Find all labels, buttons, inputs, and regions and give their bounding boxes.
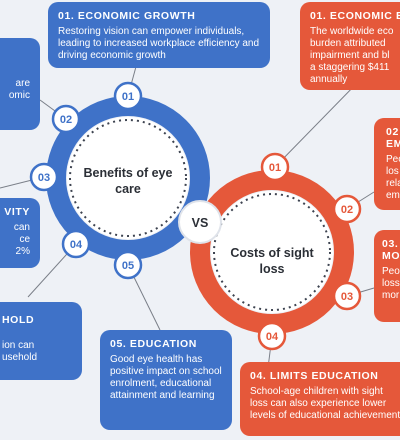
benefits-title-line1: Benefits of eye — [84, 166, 173, 180]
benefits-title-line2: care — [115, 182, 141, 196]
benefit-card-02-line1: are — [15, 78, 30, 89]
svg-text:05: 05 — [122, 260, 134, 272]
cost-card-03-line2: loss — [382, 278, 400, 289]
cost-badge-03: 03 — [332, 281, 362, 311]
benefit-badge-05: 05 — [113, 250, 143, 280]
cost-card-title: 04. LIMITS EDUCATION — [250, 370, 379, 382]
svg-text:04: 04 — [70, 239, 83, 251]
svg-text:03: 03 — [38, 172, 50, 184]
cost-card-economic-line4: a staggering $411 — [310, 62, 390, 73]
cost-card-02-title-line1: 02 — [386, 126, 399, 138]
costs-badges: 01 02 03 04 — [257, 152, 362, 351]
benefit-badge-02: 02 — [51, 104, 81, 134]
cost-card-title: 01. ECONOMIC B — [310, 10, 400, 22]
svg-text:01: 01 — [269, 162, 281, 174]
benefits-badges: 01 02 03 04 05 — [29, 81, 143, 280]
benefit-card-text: Restoring vision can empower individuals… — [58, 26, 260, 61]
connector-cost-01 — [274, 79, 361, 168]
cost-card-limits-education: 04. LIMITS EDUCATION School-age children… — [240, 362, 400, 436]
cost-card-economic-line3: impairment and bl — [310, 50, 390, 61]
costs-title-line1: Costs of sight — [230, 246, 314, 260]
cost-card-02-line1: Peo — [386, 154, 400, 165]
cost-badge-04: 04 — [257, 321, 287, 351]
cost-badge-01: 01 — [260, 152, 290, 182]
benefit-card-productivity-line1: can — [13, 222, 30, 233]
cost-card-02-line4: em — [386, 190, 400, 201]
cost-card-03-line3: mor — [382, 290, 400, 301]
benefit-card-education: 05. EDUCATION Good eye health has positi… — [100, 330, 232, 430]
cost-card-02-line2: los — [386, 166, 399, 177]
vs-label: VS — [192, 216, 209, 230]
costs-title-line2: loss — [259, 262, 284, 276]
benefit-card-household-line1: ion can — [2, 340, 35, 351]
benefit-card-title: 01. ECONOMIC GROWTH — [58, 10, 196, 22]
benefit-badge-03: 03 — [29, 162, 59, 192]
costs-ring: Costs of sight loss — [190, 170, 354, 334]
cost-card-text: School-age children with sight loss can … — [250, 386, 400, 421]
cost-card-economic-line2: burden attributed — [310, 38, 386, 49]
benefit-card-productivity: VITY can ce 2% — [0, 198, 40, 268]
cost-card-economic-burden: 01. ECONOMIC B The worldwide eco burden … — [300, 2, 400, 90]
benefit-card-text: Good eye health has positive impact on s… — [110, 354, 222, 401]
benefit-card-economic-growth: 01. ECONOMIC GROWTH Restoring vision can… — [48, 2, 270, 68]
svg-text:03: 03 — [341, 291, 353, 303]
cost-card-economic-line1: The worldwide eco — [310, 26, 394, 37]
benefit-card-household: HOLD ion can usehold — [0, 302, 82, 380]
benefit-card-household-line2: usehold — [2, 352, 38, 363]
benefit-card-02-line2: omic — [8, 90, 30, 101]
benefit-card-02: are omic — [0, 38, 40, 130]
benefit-card-title: 05. EDUCATION — [110, 338, 197, 350]
cost-card-03-title-line1: 03. — [382, 238, 399, 250]
vs-badge: VS — [178, 200, 222, 244]
benefit-card-productivity-line2: ce — [19, 234, 30, 245]
cost-card-02-line3: rela — [386, 178, 400, 189]
cost-card-02-title-line2: EM — [386, 138, 400, 150]
benefit-badge-01: 01 — [113, 81, 143, 111]
cost-card-03-line1: Peo — [382, 266, 400, 277]
benefit-card-productivity-line3: 2% — [15, 246, 30, 257]
svg-text:01: 01 — [122, 91, 134, 103]
cost-badge-02: 02 — [332, 194, 362, 224]
svg-text:04: 04 — [266, 331, 279, 343]
benefit-card-title: HOLD — [2, 314, 35, 326]
cost-card-03: 03. MO Peo loss mor — [374, 230, 400, 322]
cost-card-03-title-line2: MO — [382, 250, 400, 262]
benefit-card-title: VITY — [4, 206, 30, 218]
svg-text:02: 02 — [60, 114, 72, 126]
cost-card-economic-line5: annually — [310, 74, 348, 85]
cost-card-02: 02 EM Peo los rela em — [374, 118, 400, 210]
benefit-badge-04: 04 — [61, 229, 91, 259]
svg-text:02: 02 — [341, 204, 353, 216]
benefits-ring: Benefits of eye care — [46, 96, 210, 260]
